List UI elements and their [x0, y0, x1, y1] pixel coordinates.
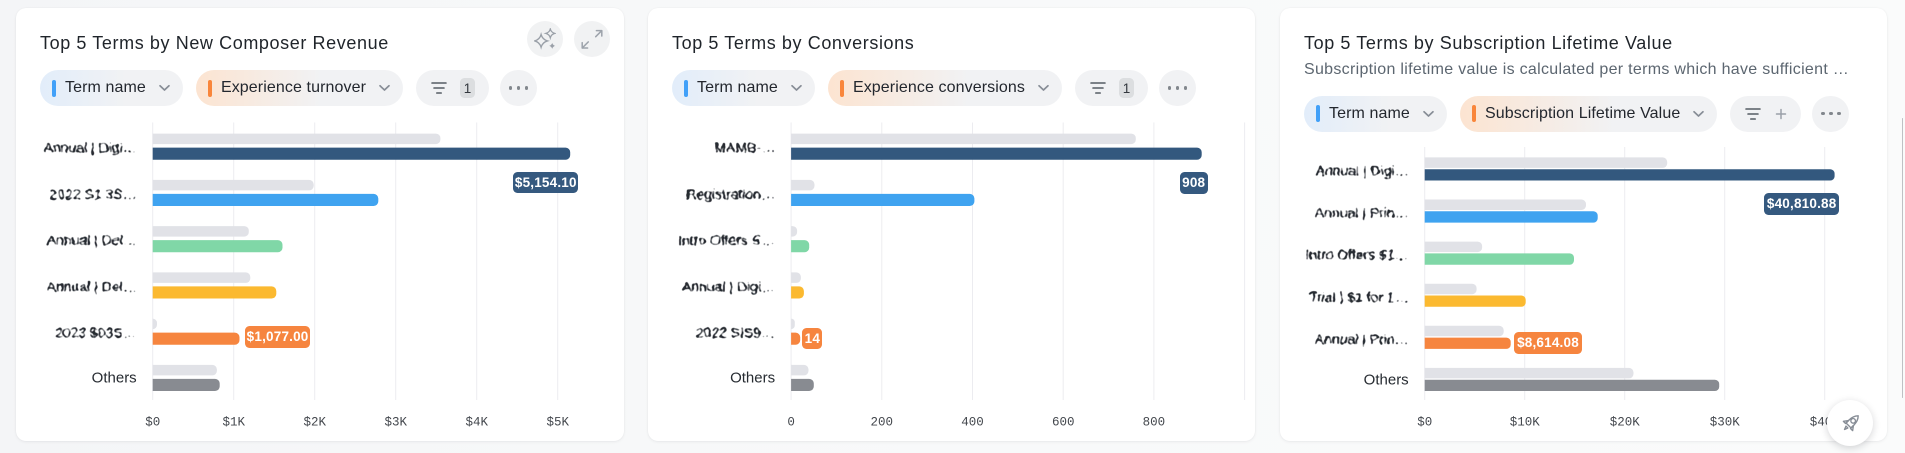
- svg-text:2022 S1 3S…: 2022 S1 3S…: [50, 186, 137, 202]
- svg-text:Intro Offers S…: Intro Offers S…: [678, 232, 775, 248]
- svg-text:$5K: $5K: [546, 416, 569, 430]
- svg-text:Annual | Digi…: Annual | Digi…: [1316, 163, 1409, 179]
- svg-text:$3K: $3K: [384, 416, 407, 430]
- svg-text:$0: $0: [1417, 416, 1432, 430]
- svg-text:Others: Others: [92, 369, 137, 386]
- svg-text:800: 800: [1143, 416, 1166, 430]
- svg-text:Others: Others: [730, 369, 775, 386]
- svg-text:Annual | Prin…: Annual | Prin…: [1315, 205, 1409, 221]
- svg-text:Others: Others: [1364, 372, 1409, 389]
- svg-text:Trial | $1 for 1…: Trial | $1 for 1…: [1309, 289, 1409, 305]
- svg-text:Annual | Digi…: Annual | Digi…: [44, 140, 137, 156]
- svg-text:2022 SIS9…: 2022 SIS9…: [696, 325, 775, 341]
- svg-text:600: 600: [1052, 416, 1075, 430]
- svg-text:$20K: $20K: [1610, 416, 1641, 430]
- svg-text:$10K: $10K: [1510, 416, 1541, 430]
- svg-text:$2K: $2K: [303, 416, 326, 430]
- svg-text:$0: $0: [145, 416, 160, 430]
- svg-text:2023 $03S…: 2023 $03S…: [55, 325, 137, 341]
- svg-text:Annual | Prin…: Annual | Prin…: [1315, 331, 1409, 347]
- svg-text:0: 0: [787, 416, 795, 430]
- svg-text:MAMB-…: MAMB-…: [714, 140, 775, 156]
- svg-text:400: 400: [961, 416, 984, 430]
- svg-text:Annual | Digi…: Annual | Digi…: [682, 278, 775, 294]
- svg-text:Annual | Del…: Annual | Del…: [47, 278, 137, 294]
- svg-text:Registration…: Registration…: [686, 186, 775, 202]
- svg-text:200: 200: [871, 416, 894, 430]
- svg-text:Annual | Del…: Annual | Del…: [47, 232, 137, 248]
- svg-text:Intro Offers $1…: Intro Offers $1…: [1305, 247, 1408, 263]
- svg-text:$1K: $1K: [222, 416, 245, 430]
- svg-text:$30K: $30K: [1710, 416, 1741, 430]
- svg-text:$4K: $4K: [465, 416, 488, 430]
